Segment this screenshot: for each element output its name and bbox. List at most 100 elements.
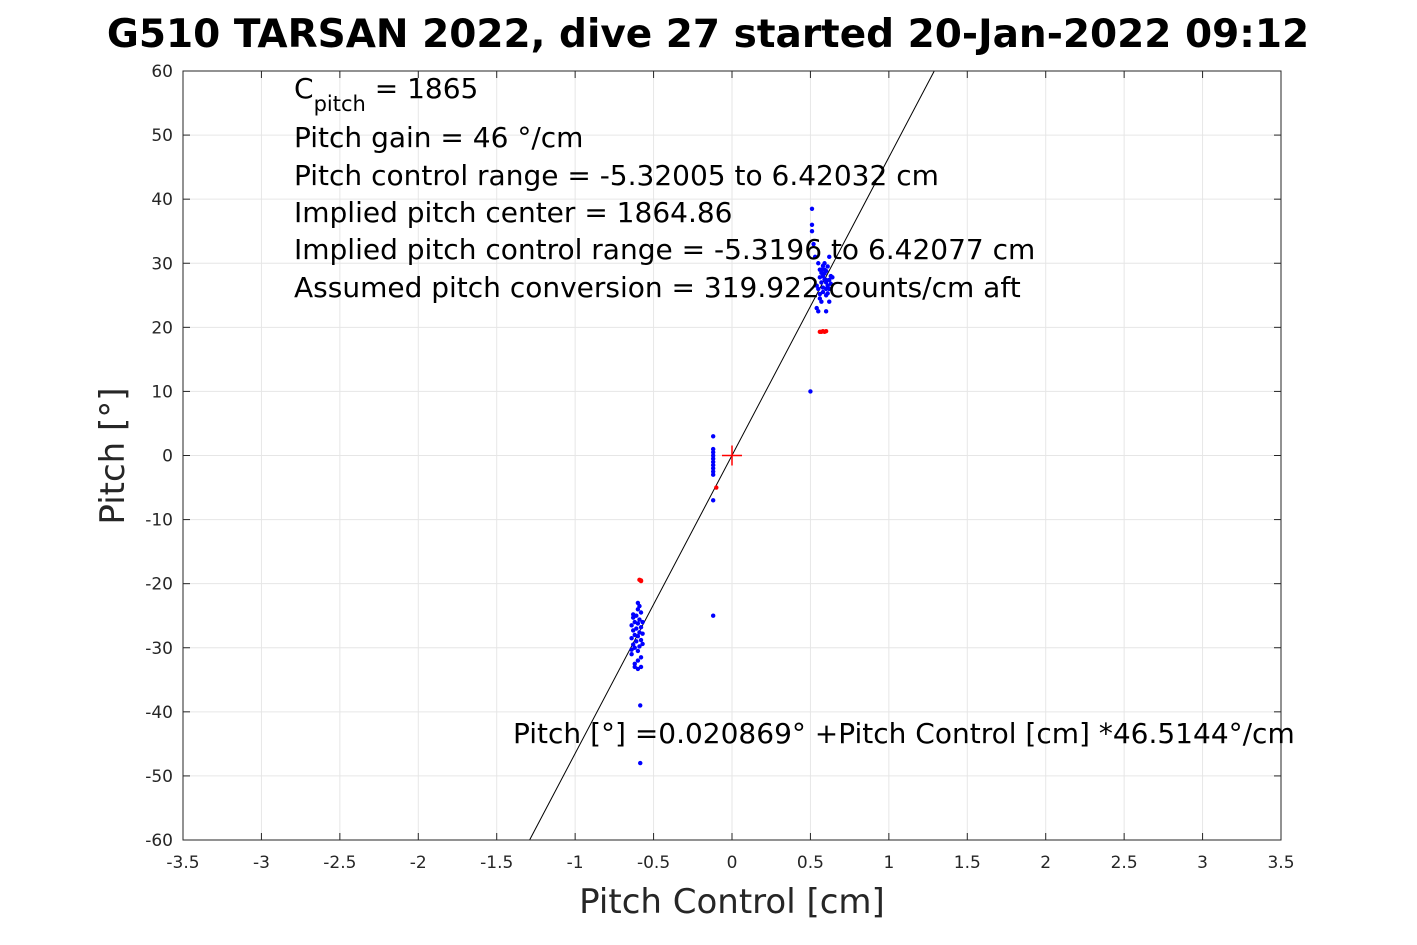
y-tick-label: 10 [151, 382, 173, 402]
data-point [637, 644, 642, 649]
pitch-gain-annotation: Pitch gain = 46 °/cm [294, 121, 583, 154]
y-tick-label: -10 [145, 511, 173, 531]
data-point [827, 299, 832, 304]
data-point [825, 291, 830, 296]
data-point [638, 664, 644, 670]
data-point [820, 263, 826, 269]
data-point [710, 453, 716, 458]
data-point [638, 625, 644, 630]
x-tick-labels: -3.5 -3 -2.5 -2 -1.5 -1 -0.5 0 0.5 1 1.5 2 2.5 3 3.5 [166, 71, 1295, 873]
data-point [637, 617, 642, 622]
data-point [817, 275, 823, 280]
cpitch-symbol: C [294, 72, 314, 105]
data-point [819, 267, 824, 272]
x-tick-label: -0.5 [637, 853, 670, 873]
x-tick-label: 1 [883, 853, 894, 873]
data-point [632, 619, 637, 625]
data-point [823, 309, 829, 314]
x-tick-label: 0.5 [797, 853, 824, 873]
data-point [638, 637, 644, 643]
x-tick-label: -3 [253, 853, 270, 873]
data-point [634, 626, 639, 631]
data-point [828, 281, 834, 286]
data-point [822, 267, 827, 272]
data-point [827, 277, 832, 283]
data-point [816, 261, 821, 266]
y-tick-label: -50 [145, 767, 173, 787]
data-point [632, 661, 637, 666]
data-point [814, 283, 819, 288]
data-point [823, 328, 829, 334]
data-point [640, 631, 645, 636]
data-point [638, 760, 643, 766]
x-tick-label: 1.5 [954, 853, 981, 873]
data-point [630, 642, 636, 647]
fit-equation-annotation: Pitch [°] =0.020869° +Pitch Control [cm]… [513, 717, 1295, 750]
data-point [808, 389, 813, 394]
data-point [827, 286, 832, 292]
cpitch-annotation: Cpitch = 1865 [294, 72, 478, 116]
y-tick-label: 50 [151, 126, 173, 146]
data-point [629, 623, 634, 628]
cpitch-subscript: pitch [314, 92, 366, 116]
data-point [630, 612, 636, 617]
data-point [710, 450, 716, 455]
data-point [710, 613, 716, 618]
data-point [638, 703, 643, 708]
data-point [635, 648, 641, 654]
data-point [809, 229, 815, 234]
data-point [714, 485, 719, 490]
x-tick-label: 3.5 [1267, 853, 1294, 873]
data-point [710, 466, 716, 471]
data-point [710, 446, 716, 452]
chart-title: G510 TARSAN 2022, dive 27 started 20-Jan… [107, 12, 1309, 57]
y-tick-label: -20 [145, 575, 173, 595]
x-tick-label: 0 [727, 853, 738, 873]
data-point [638, 610, 644, 615]
data-point [634, 639, 639, 644]
data-point [809, 222, 815, 227]
y-tick-label: 0 [162, 447, 173, 467]
x-axis-label: Pitch Control [cm] [579, 882, 885, 922]
x-tick-label: 2 [1040, 853, 1051, 873]
data-point [629, 635, 634, 641]
x-tick-label: -1.5 [480, 853, 513, 873]
data-point [629, 647, 634, 652]
y-tick-label: 20 [151, 318, 173, 338]
x-tick-label: -2.5 [323, 853, 356, 873]
x-tick-label: -1 [567, 853, 584, 873]
data-point [710, 498, 716, 503]
data-point [823, 277, 829, 283]
data-point [812, 254, 818, 260]
data-point [635, 658, 641, 663]
data-point [638, 578, 644, 584]
data-point [710, 469, 716, 474]
control-range-annotation: Pitch control range = -5.32005 to 6.4203… [294, 159, 939, 192]
y-tick-label: 60 [151, 62, 173, 82]
y-tick-labels: -60 -50 -40 -30 -20 -10 0 10 20 30 40 50 60 [145, 62, 1281, 851]
data-point [809, 206, 815, 211]
x-tick-label: -2 [410, 853, 427, 873]
cpitch-value: = 1865 [366, 72, 479, 105]
data-point [819, 280, 824, 285]
conversion-annotation: Assumed pitch conversion = 319.922 count… [294, 271, 1021, 304]
data-point [710, 462, 716, 468]
center-marker-layer [722, 445, 742, 466]
data-point [640, 619, 645, 625]
grid [182, 70, 1282, 841]
data-point [825, 264, 830, 269]
y-tick-label: -30 [145, 639, 173, 659]
x-tick-label: 3 [1197, 853, 1208, 873]
data-point [817, 329, 823, 335]
implied-range-annotation: Implied pitch control range = -5.3196 to… [294, 233, 1035, 266]
data-point [830, 275, 835, 280]
data-point [823, 286, 829, 292]
x-tick-label: 2.5 [1111, 853, 1138, 873]
data-point [710, 459, 716, 465]
data-point [822, 271, 827, 276]
data-point [635, 600, 641, 606]
y-tick-label: 40 [151, 190, 173, 210]
data-point [710, 434, 716, 439]
data-point [819, 299, 824, 304]
